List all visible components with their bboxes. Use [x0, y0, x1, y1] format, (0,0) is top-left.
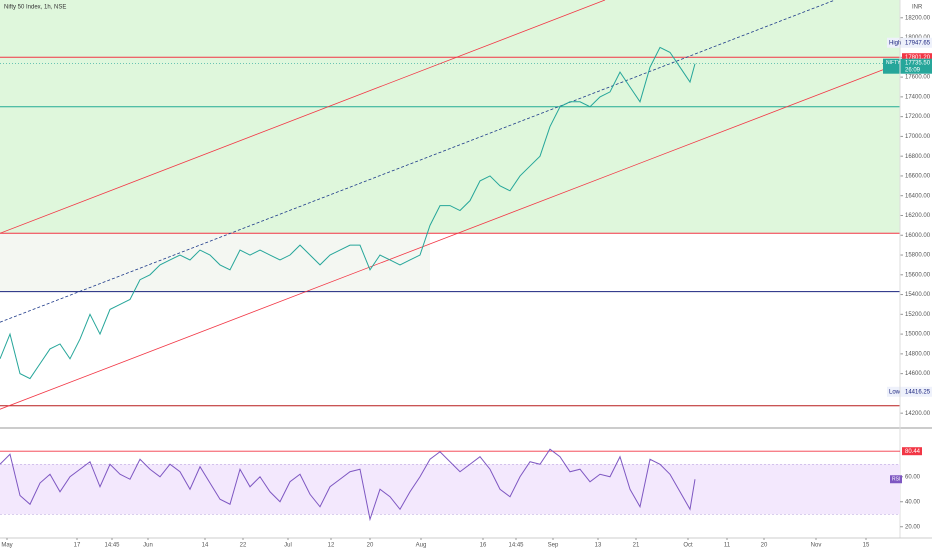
x-tick-label: 11 — [724, 543, 731, 549]
y-tick-label: 17200.00 — [905, 114, 931, 120]
rsi-level-tag — [902, 447, 922, 456]
y-tick-label: 15400.00 — [905, 292, 931, 298]
y-tick-label: 15600.00 — [905, 272, 931, 278]
y-tick-label: 60.00 — [905, 474, 921, 480]
x-tick-label: 21 — [633, 543, 640, 549]
y-tick-label: 17600.00 — [905, 75, 931, 81]
x-tick-label: 22 — [240, 543, 247, 549]
x-tick-label: Nov — [811, 543, 822, 549]
x-tick-label: 17 — [74, 543, 81, 549]
y-tick-label: 15200.00 — [905, 312, 931, 318]
x-tick-label: 14:45 — [104, 543, 120, 549]
high-tag — [887, 37, 932, 48]
x-tick-label: Jun — [143, 543, 153, 549]
last-price-tag — [883, 58, 932, 74]
y-tick-label: 15000.00 — [905, 332, 931, 338]
series-name: NIFTY — [886, 60, 901, 66]
x-tick-label: Jul — [284, 543, 292, 549]
series-line — [0, 46, 696, 380]
y-tick-label: 40.00 — [905, 499, 921, 505]
x-tick-label: 20 — [367, 543, 374, 549]
countdown: 26:09 — [905, 67, 921, 73]
y-tick-label: 17400.00 — [905, 94, 931, 100]
x-tick-label: 14 — [202, 543, 209, 549]
y-tick-label: 14200.00 — [905, 411, 931, 417]
x-tick-label: May — [1, 543, 12, 549]
level-label: 17801.20 — [905, 55, 931, 61]
y-tick-label: 16000.00 — [905, 233, 931, 239]
low-label: 14416.25 — [905, 389, 931, 395]
y-tick-label: 14800.00 — [905, 351, 931, 357]
x-tick-label: 12 — [328, 543, 335, 549]
y-tick-label: 18200.00 — [905, 15, 931, 21]
rsi-tag — [890, 475, 902, 484]
trendline — [0, 0, 606, 234]
trendline — [0, 62, 901, 410]
currency: INR — [912, 5, 923, 11]
x-tick-label: 15 — [863, 543, 870, 549]
y-tick-label: 20.00 — [905, 524, 921, 530]
y-tick-label: 16400.00 — [905, 193, 931, 199]
last-price-label: 17735.50 — [905, 60, 931, 66]
x-tick-label: Aug — [416, 543, 427, 549]
rsi-level-label: 80.44 — [905, 449, 921, 455]
y-tick-label: 14600.00 — [905, 371, 931, 377]
y-tick-label: 15800.00 — [905, 253, 931, 259]
y-tick-label: 16200.00 — [905, 213, 931, 219]
x-tick-label: Sep — [548, 543, 559, 549]
low-tag — [887, 386, 932, 397]
level-tag — [902, 53, 932, 62]
x-tick-label: 13 — [595, 543, 602, 549]
x-tick-label: 20 — [761, 543, 768, 549]
trendline — [0, 0, 836, 323]
high-label: 17947.65 — [905, 40, 931, 46]
rsi-band — [0, 464, 900, 515]
y-tick-label: 17000.00 — [905, 134, 931, 140]
high-name: High — [889, 40, 901, 46]
channel-zone — [0, 0, 900, 234]
y-tick-label: 16800.00 — [905, 154, 931, 160]
y-tick-label: 16600.00 — [905, 174, 931, 180]
range-zone — [0, 233, 430, 292]
series-line — [0, 448, 696, 522]
x-tick-label: 16 — [480, 543, 487, 549]
x-tick-label: 14:45 — [508, 543, 524, 549]
low-name: Low — [889, 389, 901, 395]
x-tick-label: Oct — [683, 543, 693, 549]
rsi-name: RSI — [892, 477, 900, 483]
chart-title: Nifty 50 Index, 1h, NSE — [4, 5, 66, 11]
